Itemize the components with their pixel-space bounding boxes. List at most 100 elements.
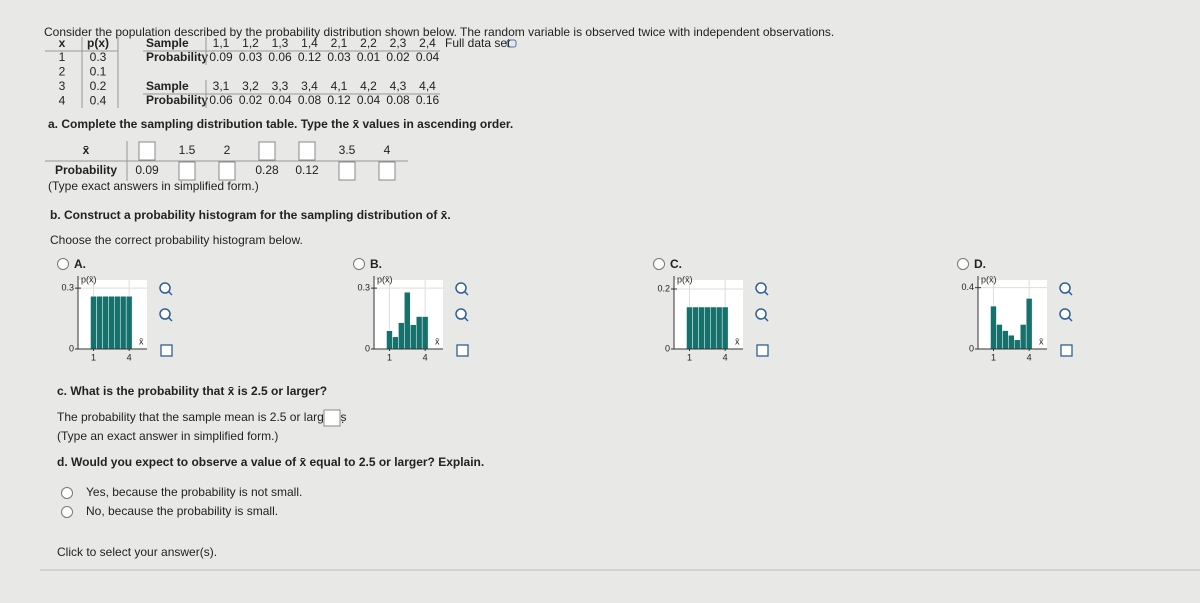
enlarge-icon[interactable] (756, 344, 769, 357)
radio[interactable] (653, 258, 665, 270)
answer-box[interactable] (298, 141, 316, 161)
y-tick-label: 0.3 (357, 282, 370, 292)
probability-cell: 0.08 (386, 93, 410, 107)
zoom-icon[interactable] (755, 308, 767, 320)
zoom-icon[interactable] (1059, 282, 1071, 294)
y-tick-label: 0 (69, 343, 74, 353)
zoom-icon[interactable] (167, 290, 173, 296)
answer-box[interactable] (378, 161, 396, 181)
option-label[interactable]: C. (670, 257, 682, 271)
bar (410, 324, 417, 350)
option-label[interactable]: D. (974, 257, 986, 271)
option-label[interactable]: A. (74, 257, 86, 271)
enlarge-icon[interactable] (160, 344, 173, 357)
sample-cell: 4,3 (390, 79, 407, 93)
question-b: b. Construct a probability histogram for… (50, 208, 451, 222)
x-tick-label: 4 (423, 352, 428, 362)
bar (102, 295, 109, 350)
table-cell: 0.3 (90, 50, 107, 64)
option-label[interactable]: B. (370, 257, 382, 271)
zoom-icon[interactable] (455, 282, 467, 294)
radio[interactable] (353, 258, 365, 270)
x-tick-label: 4 (1027, 352, 1032, 362)
probability-cell: 0.02 (239, 93, 263, 107)
answer-box[interactable] (218, 161, 236, 181)
row-label: Sample (146, 79, 189, 93)
zoom-icon[interactable] (1067, 290, 1073, 296)
bar (1025, 298, 1033, 350)
zoom-icon[interactable] (159, 308, 171, 320)
answer-box[interactable] (258, 141, 276, 161)
probability-cell: 0.03 (239, 50, 263, 64)
y-tick-label: 0.4 (961, 282, 974, 292)
y-axis-label: p(x̄) (677, 274, 693, 284)
radio[interactable] (957, 258, 969, 270)
probability-cell: 0.04 (357, 93, 381, 107)
zoom-icon[interactable] (167, 316, 173, 322)
answer-box[interactable] (323, 409, 341, 427)
bar (1002, 330, 1009, 350)
row-label: x̄ (83, 143, 90, 157)
zoom-icon[interactable] (463, 290, 469, 296)
y-tick-label: 0 (365, 343, 370, 353)
bar (108, 295, 115, 350)
zoom-icon[interactable] (763, 316, 769, 322)
table-cell: 1 (59, 50, 66, 64)
table-cell: 3 (59, 79, 66, 93)
sample-cell: 3,2 (242, 79, 259, 93)
table-cell: 0.2 (90, 79, 107, 93)
sample-cell: 1,3 (272, 36, 289, 50)
y-tick-label: 0.3 (61, 282, 74, 292)
enlarge-icon[interactable] (456, 344, 469, 357)
probability-cell: 0.16 (416, 93, 440, 107)
bar (125, 295, 133, 350)
table-cell: 0.1 (90, 65, 107, 79)
bar (990, 305, 997, 350)
bar (96, 295, 103, 350)
bar (1014, 339, 1021, 350)
instruction-b: Choose the correct probability histogram… (50, 233, 303, 247)
zoom-icon[interactable] (755, 282, 767, 294)
sample-cell: 1,4 (301, 36, 318, 50)
probability-cell: 0.04 (416, 50, 440, 64)
full-data-link[interactable]: Full data set (445, 36, 511, 50)
zoom-icon[interactable] (763, 290, 769, 296)
answer-box[interactable] (338, 161, 356, 181)
x-axis-label: x̄ (139, 336, 144, 346)
zoom-icon[interactable] (455, 308, 467, 320)
probability-cell: 0.06 (268, 50, 292, 64)
answer-box[interactable] (178, 161, 196, 181)
table-cell: 4 (384, 143, 391, 157)
zoom-icon[interactable] (159, 282, 171, 294)
choice[interactable]: Yes, because the probability is not smal… (86, 485, 302, 499)
question-c: c. What is the probability that x̄ is 2.… (57, 384, 327, 398)
question-a: a. Complete the sampling distribution ta… (48, 117, 513, 131)
radio[interactable] (57, 258, 69, 270)
x-axis-label: x̄ (435, 336, 440, 346)
bar (710, 306, 717, 350)
bar (90, 295, 97, 350)
radio[interactable] (61, 506, 73, 518)
x-tick-label: 1 (91, 352, 96, 362)
choice[interactable]: No, because the probability is small. (86, 504, 278, 518)
sample-cell: 2,3 (390, 36, 407, 50)
y-tick-label: 0 (665, 343, 670, 353)
bar (404, 291, 411, 350)
sentence-c: The probability that the sample mean is … (57, 410, 346, 424)
answer-box[interactable] (138, 141, 156, 161)
probability-cell: 0.12 (327, 93, 351, 107)
row-label: Probability (146, 93, 208, 107)
question-d: d. Would you expect to observe a value o… (57, 455, 484, 469)
zoom-icon[interactable] (463, 316, 469, 322)
zoom-icon[interactable] (1067, 316, 1073, 322)
sample-cell: 4,2 (360, 79, 377, 93)
enlarge-icon[interactable] (1060, 344, 1073, 357)
zoom-icon[interactable] (1059, 308, 1071, 320)
table-cell: 2 (59, 65, 66, 79)
radio[interactable] (61, 487, 73, 499)
bar (996, 324, 1003, 350)
prompt: Consider the population described by the… (44, 25, 834, 39)
copy-icon[interactable] (506, 39, 517, 48)
bar (119, 295, 127, 350)
